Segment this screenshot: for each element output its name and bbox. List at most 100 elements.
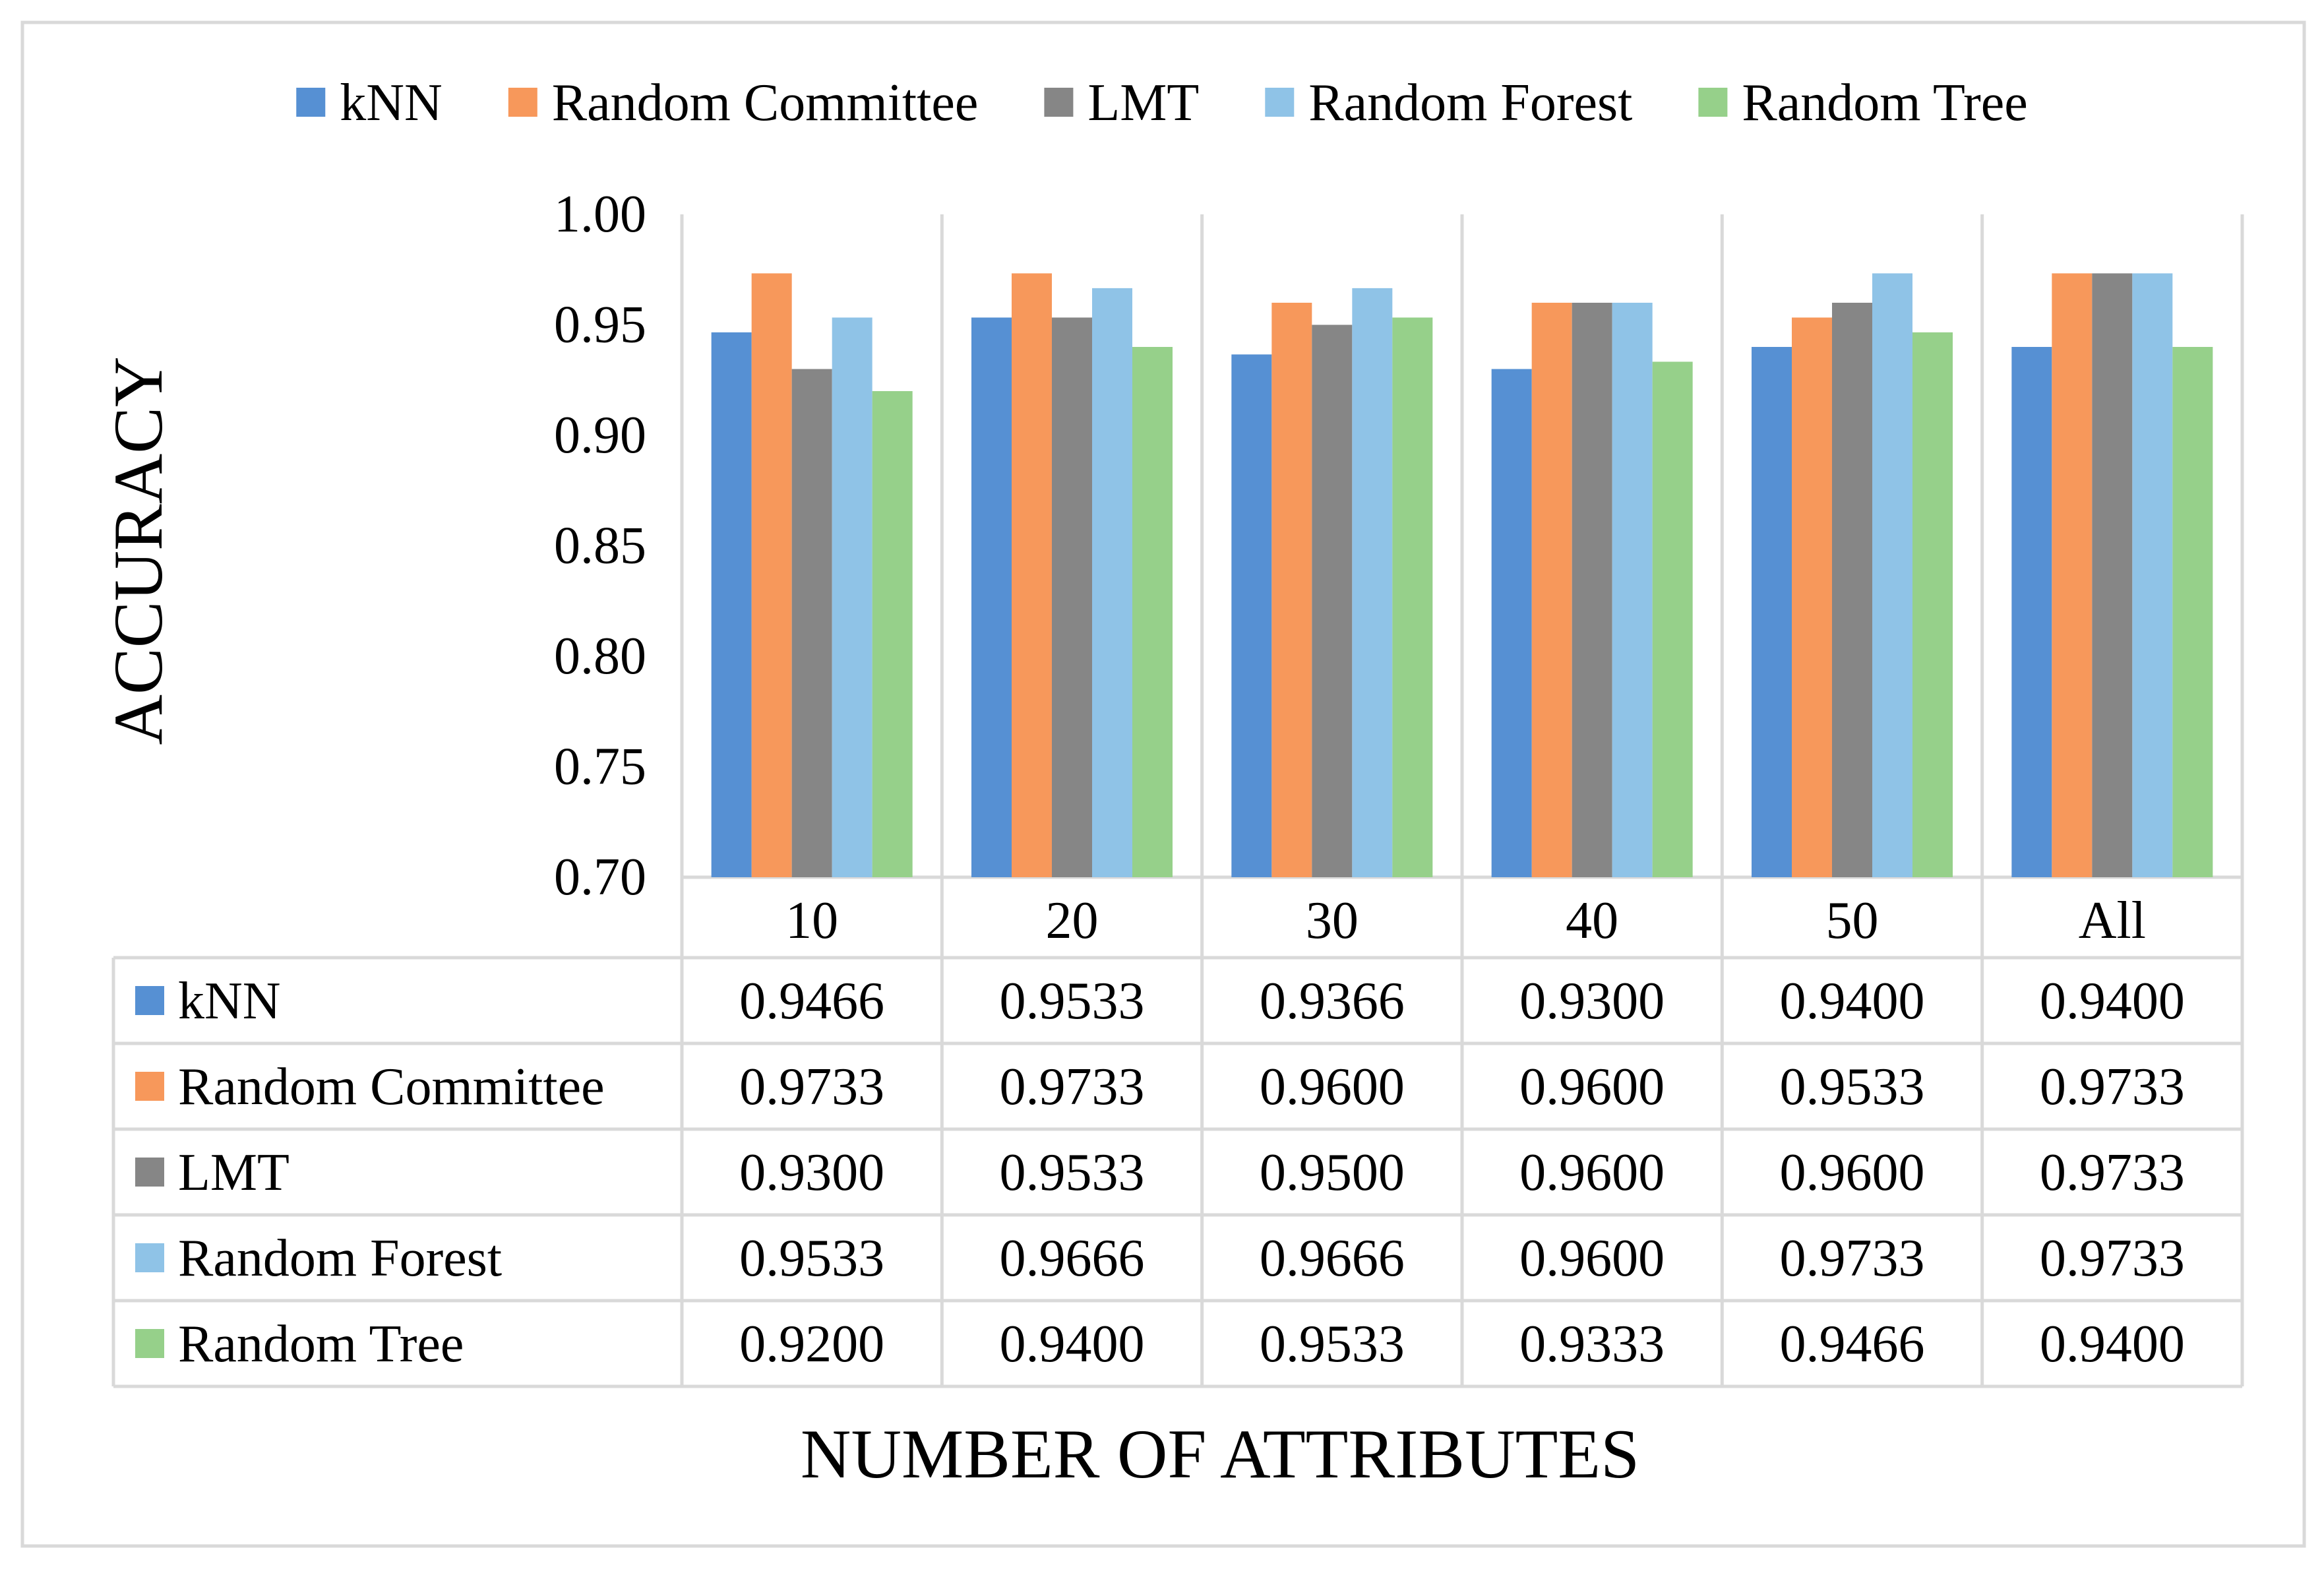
table-cell-value: 0.9600 — [1260, 1058, 1405, 1116]
x-axis-title: NUMBER OF ATTRIBUTES — [801, 1415, 1639, 1493]
y-tick-label: 0.85 — [554, 517, 646, 575]
table-cell-value: 0.9733 — [1780, 1229, 1925, 1287]
table-cell-value: 0.9733 — [2040, 1229, 2185, 1287]
table-cell-value: 0.9400 — [1000, 1315, 1145, 1373]
category-label: 30 — [1306, 892, 1359, 950]
table-series-label: Random Committee — [178, 1058, 605, 1116]
category-label: 10 — [785, 892, 838, 950]
legend-key — [1698, 88, 1728, 117]
bar-random-forest — [1352, 288, 1393, 877]
table-cell-value: 0.9600 — [1519, 1229, 1665, 1287]
bar-knn — [1231, 354, 1272, 877]
y-tick-label: 0.90 — [554, 406, 646, 464]
y-tick-label: 0.80 — [554, 627, 646, 685]
y-axis-title: ACCURACY — [100, 356, 177, 745]
legend-label: Random Committee — [552, 74, 979, 132]
table-cell-value: 0.9200 — [739, 1315, 884, 1373]
bar-random-tree — [2172, 347, 2213, 877]
table-cell-value: 0.9733 — [739, 1058, 884, 1116]
bar-random-forest — [832, 317, 872, 877]
table-cell-value: 0.9400 — [2040, 972, 2185, 1030]
table-cell-value: 0.9533 — [1260, 1315, 1405, 1373]
table-series-label: Random Tree — [178, 1315, 464, 1373]
grid — [111, 214, 2244, 1388]
table-cell-value: 0.9533 — [1000, 972, 1145, 1030]
table-cell-value: 0.9466 — [1780, 1315, 1925, 1373]
table-cell-value: 0.9400 — [1780, 972, 1925, 1030]
category-label: All — [2079, 892, 2146, 950]
bar-lmt — [1832, 303, 1872, 877]
table-legend-key — [135, 1072, 164, 1101]
legend: kNN Random Committee LMT Random Forest Rando… — [296, 74, 2028, 132]
table-cell-value: 0.9300 — [739, 1144, 884, 1202]
bar-lmt — [791, 369, 832, 877]
bar-knn — [711, 332, 752, 877]
table-cell-value: 0.9500 — [1260, 1144, 1405, 1202]
legend-key — [296, 88, 326, 117]
category-label: 20 — [1046, 892, 1099, 950]
table-legend-key — [135, 1243, 164, 1272]
bar-knn — [2011, 347, 2052, 877]
table-cell-value: 0.9533 — [739, 1229, 884, 1287]
table-cell-value: 0.9533 — [1780, 1058, 1925, 1116]
bar-random-committee — [751, 273, 792, 877]
table-series-label: kNN — [178, 972, 281, 1030]
y-tick-label: 0.75 — [554, 738, 646, 796]
bar-knn — [1752, 347, 1792, 877]
legend-key — [1265, 88, 1295, 117]
bar-knn — [1491, 369, 1532, 877]
bar-random-forest — [1092, 288, 1132, 877]
bar-lmt — [1312, 325, 1353, 877]
category-label: 50 — [1826, 892, 1879, 950]
table-series-label: LMT — [178, 1144, 290, 1202]
table-cell-value: 0.9533 — [1000, 1144, 1145, 1202]
legend-label: Random Tree — [1742, 74, 2027, 132]
table-cell-value: 0.9666 — [1260, 1229, 1405, 1287]
table-legend-key — [135, 1158, 164, 1187]
table-cell-value: 0.9600 — [1780, 1144, 1925, 1202]
bar-lmt — [1572, 303, 1612, 877]
bar-random-tree — [1652, 361, 1693, 877]
table-cell-value: 0.9300 — [1519, 972, 1665, 1030]
bar-random-forest — [2132, 273, 2173, 877]
bar-random-forest — [1872, 273, 1912, 877]
bar-knn — [971, 317, 1012, 877]
bar-lmt — [2092, 273, 2133, 877]
legend-label: kNN — [340, 74, 443, 132]
table-series-label: Random Forest — [178, 1229, 502, 1287]
legend-key — [1044, 88, 1074, 117]
bar-random-tree — [872, 391, 913, 877]
bar-random-forest — [1612, 303, 1653, 877]
table-cell-value: 0.9366 — [1260, 972, 1405, 1030]
legend-label: Random Forest — [1308, 74, 1632, 132]
table-cell-value: 0.9466 — [739, 972, 884, 1030]
data-table: kNN 0.9466 0.9533 0.9366 0.9300 0.9400 0.9400 R… — [135, 972, 2185, 1373]
legend-key — [508, 88, 537, 117]
bar-random-tree — [1912, 332, 1953, 877]
bar-lmt — [1052, 317, 1092, 877]
bar-random-committee — [1012, 273, 1052, 877]
axes: 0.70 0.75 0.80 0.85 0.90 0.95 1.00 10 20 30 40 50 Al… — [554, 185, 2146, 950]
category-label: 40 — [1566, 892, 1618, 950]
table-cell-value: 0.9733 — [1000, 1058, 1145, 1116]
bar-random-committee — [1792, 317, 1832, 877]
bars — [711, 273, 2213, 877]
bar-random-tree — [1132, 347, 1173, 877]
table-cell-value: 0.9666 — [1000, 1229, 1145, 1287]
table-cell-value: 0.9400 — [2040, 1315, 2185, 1373]
table-cell-value: 0.9733 — [2040, 1144, 2185, 1202]
table-cell-value: 0.9333 — [1519, 1315, 1665, 1373]
y-tick-label: 1.00 — [554, 185, 646, 243]
y-tick-label: 0.70 — [554, 848, 646, 906]
bar-random-committee — [1271, 303, 1312, 877]
y-tick-label: 0.95 — [554, 296, 646, 354]
table-cell-value: 0.9733 — [2040, 1058, 2185, 1116]
legend-label: LMT — [1087, 74, 1199, 132]
bar-random-committee — [2052, 273, 2093, 877]
table-cell-value: 0.9600 — [1519, 1144, 1665, 1202]
bar-random-tree — [1392, 317, 1433, 877]
table-legend-key — [135, 1329, 164, 1358]
bar-random-committee — [1531, 303, 1572, 877]
